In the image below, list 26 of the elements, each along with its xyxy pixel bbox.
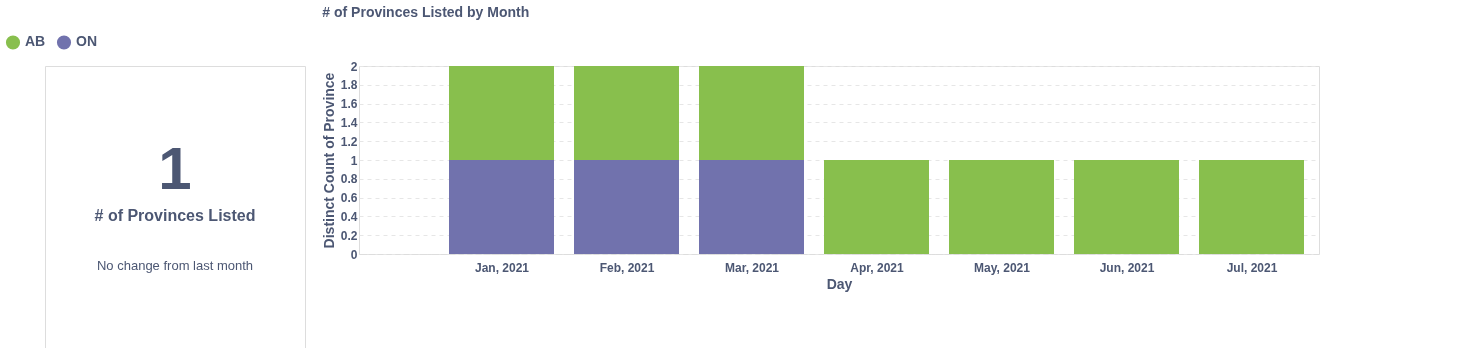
x-tick-label: May, 2021 [974, 260, 1031, 275]
chart-title: # of Provinces Listed by Month [322, 4, 530, 20]
x-tick-label: Jul, 2021 [1226, 260, 1278, 275]
x-tick-label: Feb, 2021 [599, 260, 655, 275]
text: # of Provinces Listed [94, 207, 256, 224]
x-tick-label: Mar, 2021 [724, 260, 780, 275]
y-tick-label: 1.8 [340, 78, 358, 93]
x-tick-label: Jan, 2021 [474, 260, 530, 275]
text: 1 [158, 135, 192, 202]
y-tick-label: 0.8 [340, 172, 358, 187]
x-tick-label: Apr, 2021 [850, 260, 905, 275]
legend-label: ON [76, 33, 97, 50]
y-tick-label: 0.4 [340, 209, 358, 224]
text: No change from last month [96, 258, 254, 273]
legend-label: AB [25, 33, 46, 50]
y-axis-title: Distinct Count of Province [320, 72, 337, 249]
y-tick-label: 1.4 [340, 115, 358, 130]
y-tick-label: 0.2 [340, 228, 358, 243]
x-tick-label: Jun, 2021 [1099, 260, 1155, 275]
y-tick-label: 2 [350, 59, 358, 74]
y-tick-label: 0 [350, 247, 358, 262]
x-axis-title: Day [826, 275, 853, 292]
y-tick-label: 1.6 [340, 97, 358, 112]
y-tick-label: 1 [350, 153, 358, 168]
y-tick-label: 1.2 [340, 134, 358, 149]
y-tick-label: 0.6 [340, 191, 358, 206]
